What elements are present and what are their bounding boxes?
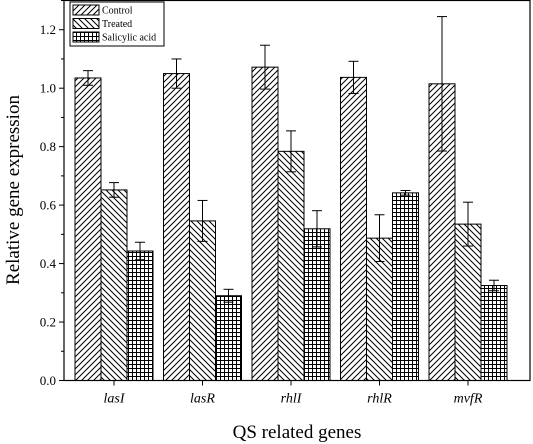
y-tick-label: 0.2 bbox=[40, 315, 56, 330]
legend-swatch-treated bbox=[72, 18, 100, 29]
bar-lasR-control bbox=[163, 73, 190, 381]
bar-lasI-control bbox=[74, 77, 102, 381]
bar-lasI-salicylic-acid bbox=[126, 250, 154, 381]
x-axis-title: QS related genes bbox=[233, 422, 362, 443]
bar-rhlR-control bbox=[340, 76, 367, 381]
bar-mvfR-salicylic-acid bbox=[480, 285, 508, 381]
bar-lasR-treated bbox=[189, 220, 216, 381]
bars-layer bbox=[74, 66, 508, 382]
legend-label: Control bbox=[102, 6, 133, 17]
error-bars-layer bbox=[83, 16, 499, 303]
y-tick-label: 1.0 bbox=[40, 81, 56, 96]
legend-label: Salicylic acid bbox=[102, 33, 156, 44]
x-tick-label-mvfR: mvfR bbox=[454, 392, 483, 407]
bar-rhlI-salicylic-acid bbox=[303, 228, 331, 381]
bar-rhlI-control bbox=[251, 66, 279, 382]
y-axis: 0.0 0.2 0.4 0.6 0.8 1.0 1.2 bbox=[40, 0, 64, 388]
legend: Control Treated Salicylic acid bbox=[69, 1, 165, 47]
y-tick-label: 0.4 bbox=[40, 256, 57, 271]
x-axis: lasI lasR rhlI rhlR mvfR bbox=[104, 380, 483, 407]
x-tick-label-lasI: lasI bbox=[104, 392, 126, 407]
legend-swatch-control bbox=[72, 4, 100, 16]
bar-rhlR-salicylic-acid bbox=[392, 192, 419, 381]
plot-frame bbox=[63, 0, 531, 382]
y-tick-label: 1.2 bbox=[40, 22, 56, 37]
bar-lasR-salicylic-acid bbox=[215, 295, 242, 382]
x-tick-label-lasR: lasR bbox=[190, 392, 215, 407]
y-tick-label: 0.0 bbox=[40, 373, 56, 388]
bar-rhlI-treated bbox=[277, 150, 305, 381]
y-tick-label: 0.8 bbox=[40, 139, 56, 154]
y-tick-label: 0.6 bbox=[40, 198, 57, 213]
bar-lasI-treated bbox=[100, 189, 128, 381]
x-tick-label-rhlR: rhlR bbox=[367, 392, 392, 407]
y-axis-title: Relative gene expression bbox=[3, 95, 24, 285]
x-tick-label-rhlI: rhlI bbox=[281, 392, 303, 407]
legend-swatch-salicylic-acid bbox=[72, 31, 100, 43]
legend-label: Treated bbox=[102, 19, 132, 30]
bar-mvfR-treated bbox=[454, 223, 482, 381]
